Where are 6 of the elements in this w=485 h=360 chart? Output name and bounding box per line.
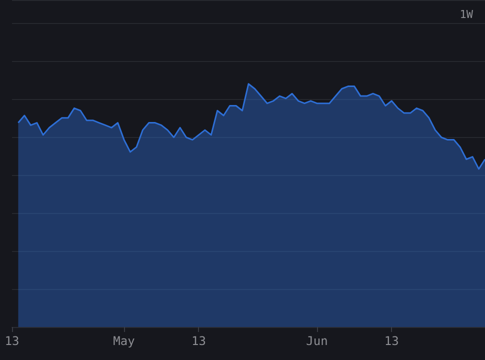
x-tick-label: 13: [4, 334, 20, 348]
x-tick-label: 13: [191, 334, 206, 348]
text: 1W: [460, 8, 474, 21]
x-tick-label: 13: [384, 334, 399, 348]
x-tick-label: May: [113, 334, 135, 348]
x-tick-label: Jun: [306, 334, 328, 348]
